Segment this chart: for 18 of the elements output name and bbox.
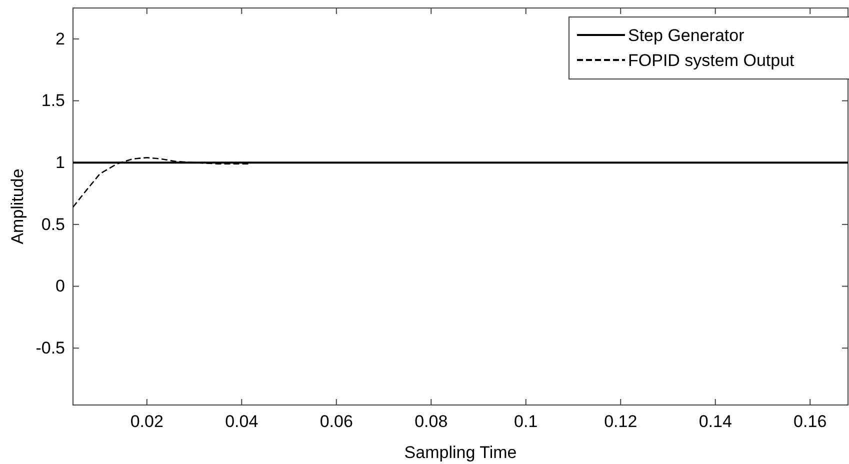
y-tick-label: 1 [56,153,65,172]
y-tick-label: -0.5 [36,338,65,358]
x-axis-title: Sampling Time [404,443,517,462]
y-tick-label: 1.5 [41,91,65,110]
x-tick-label: 0.1 [514,412,538,432]
x-tick-label: 0.04 [225,412,258,432]
y-tick-label: 0.5 [41,214,65,234]
y-axis-title: Amplitude [8,168,27,244]
x-tick-label: 0.16 [794,412,827,432]
legend-label: Step Generator [628,26,745,45]
x-tick-label: 0.06 [320,412,353,432]
legend-label: FOPID system Output [628,51,795,70]
x-tick-label: 0.12 [604,412,638,432]
y-tick-label: 0 [56,276,65,296]
y-tick-label: 2 [56,29,65,48]
x-tick-label: 0.08 [414,412,448,432]
x-tick-label: 0.14 [698,412,732,432]
x-tick-label: 0.02 [130,412,164,432]
